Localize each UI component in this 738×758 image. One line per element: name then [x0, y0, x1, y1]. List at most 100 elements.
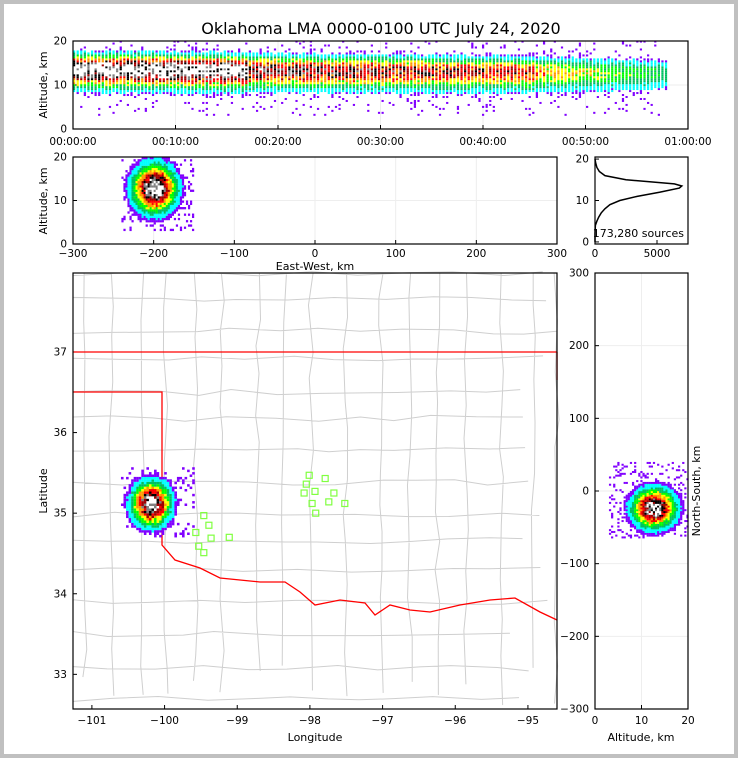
density-cell — [198, 62, 201, 65]
density-cell — [603, 78, 607, 81]
density-cell — [607, 80, 610, 83]
density-cell — [270, 68, 273, 71]
density-cell — [517, 84, 521, 87]
density-cell — [399, 96, 402, 98]
density-cell — [156, 484, 160, 487]
density-cell — [194, 46, 198, 49]
density-cell — [263, 96, 266, 98]
density-cell — [173, 92, 176, 95]
density-cell — [133, 52, 137, 55]
density-cell — [420, 54, 424, 57]
density-cell — [112, 86, 115, 89]
density-cell — [270, 70, 273, 73]
density-cell — [173, 74, 176, 77]
density-cell — [367, 103, 370, 106]
density-cell — [639, 86, 643, 89]
density-cell — [661, 78, 664, 81]
density-cell — [255, 82, 259, 85]
density-cell — [327, 90, 330, 93]
density-cell — [143, 165, 146, 168]
density-cell — [564, 113, 567, 116]
density-cell — [654, 70, 657, 73]
density-cell — [381, 72, 384, 75]
density-cell — [489, 90, 492, 93]
density-cell — [131, 170, 134, 173]
density-cell — [309, 76, 312, 79]
density-cell — [578, 64, 582, 67]
density-cell — [145, 211, 148, 214]
density-cell — [309, 64, 312, 67]
density-cell — [147, 176, 150, 179]
density-cell — [474, 68, 477, 71]
density-cell — [87, 74, 90, 77]
density-cell — [173, 80, 176, 83]
density-cell — [169, 479, 172, 482]
density-cell — [98, 64, 101, 67]
density-cell — [291, 52, 295, 55]
density-cell — [119, 80, 122, 83]
density-cell — [614, 62, 617, 65]
density-cell — [496, 94, 499, 97]
density-cell — [417, 86, 420, 89]
density-cell — [618, 68, 621, 71]
density-cell — [145, 189, 148, 192]
density-cell — [180, 76, 183, 79]
density-cell — [181, 174, 185, 177]
density-cell — [133, 200, 136, 203]
density-cell — [560, 58, 564, 61]
density-cell — [406, 78, 409, 81]
density-cell — [611, 68, 614, 71]
density-cell — [141, 60, 144, 63]
density-cell — [313, 48, 316, 51]
density-cell — [189, 202, 193, 205]
density-cell — [420, 82, 424, 85]
density-cell — [175, 209, 179, 212]
density-cell — [370, 56, 373, 59]
density-cell — [230, 66, 234, 69]
density-cell — [159, 187, 162, 190]
density-cell — [560, 78, 564, 81]
density-cell — [173, 170, 177, 173]
density-cell — [388, 60, 391, 63]
density-cell — [417, 88, 420, 91]
density-cell — [141, 498, 144, 502]
density-cell — [525, 66, 528, 69]
density-cell — [87, 60, 90, 63]
density-cell — [157, 211, 160, 214]
density-cell — [413, 60, 417, 63]
density-cell — [173, 58, 176, 61]
density-cell — [528, 78, 531, 81]
density-cell — [575, 60, 578, 63]
density-cell — [273, 64, 277, 67]
density-cell — [98, 72, 101, 75]
density-cell — [161, 491, 165, 494]
density-cell — [230, 82, 234, 85]
density-cell — [169, 78, 173, 81]
density-cell — [453, 60, 456, 63]
density-cell — [153, 220, 156, 223]
density-cell — [309, 66, 312, 69]
density-cell — [535, 88, 538, 91]
density-cell — [163, 198, 166, 201]
density-cell — [143, 167, 146, 171]
density-cell — [478, 54, 481, 57]
density-cell — [313, 90, 316, 93]
density-cell — [155, 92, 158, 95]
density-cell — [316, 86, 320, 89]
density-cell — [593, 58, 596, 61]
density-cell — [177, 202, 181, 205]
density-cell — [338, 54, 341, 57]
density-cell — [169, 213, 172, 216]
density-cell — [169, 165, 172, 168]
density-cell — [657, 86, 660, 89]
density-cell — [327, 72, 330, 75]
density-cell — [241, 92, 244, 95]
density-cell — [144, 78, 147, 81]
density-cell — [177, 70, 180, 73]
density-cell — [238, 62, 241, 65]
density-cell — [159, 202, 162, 205]
density-cell — [535, 92, 538, 95]
density-cell — [636, 72, 639, 75]
density-cell — [639, 92, 643, 95]
density-cell — [123, 54, 126, 57]
